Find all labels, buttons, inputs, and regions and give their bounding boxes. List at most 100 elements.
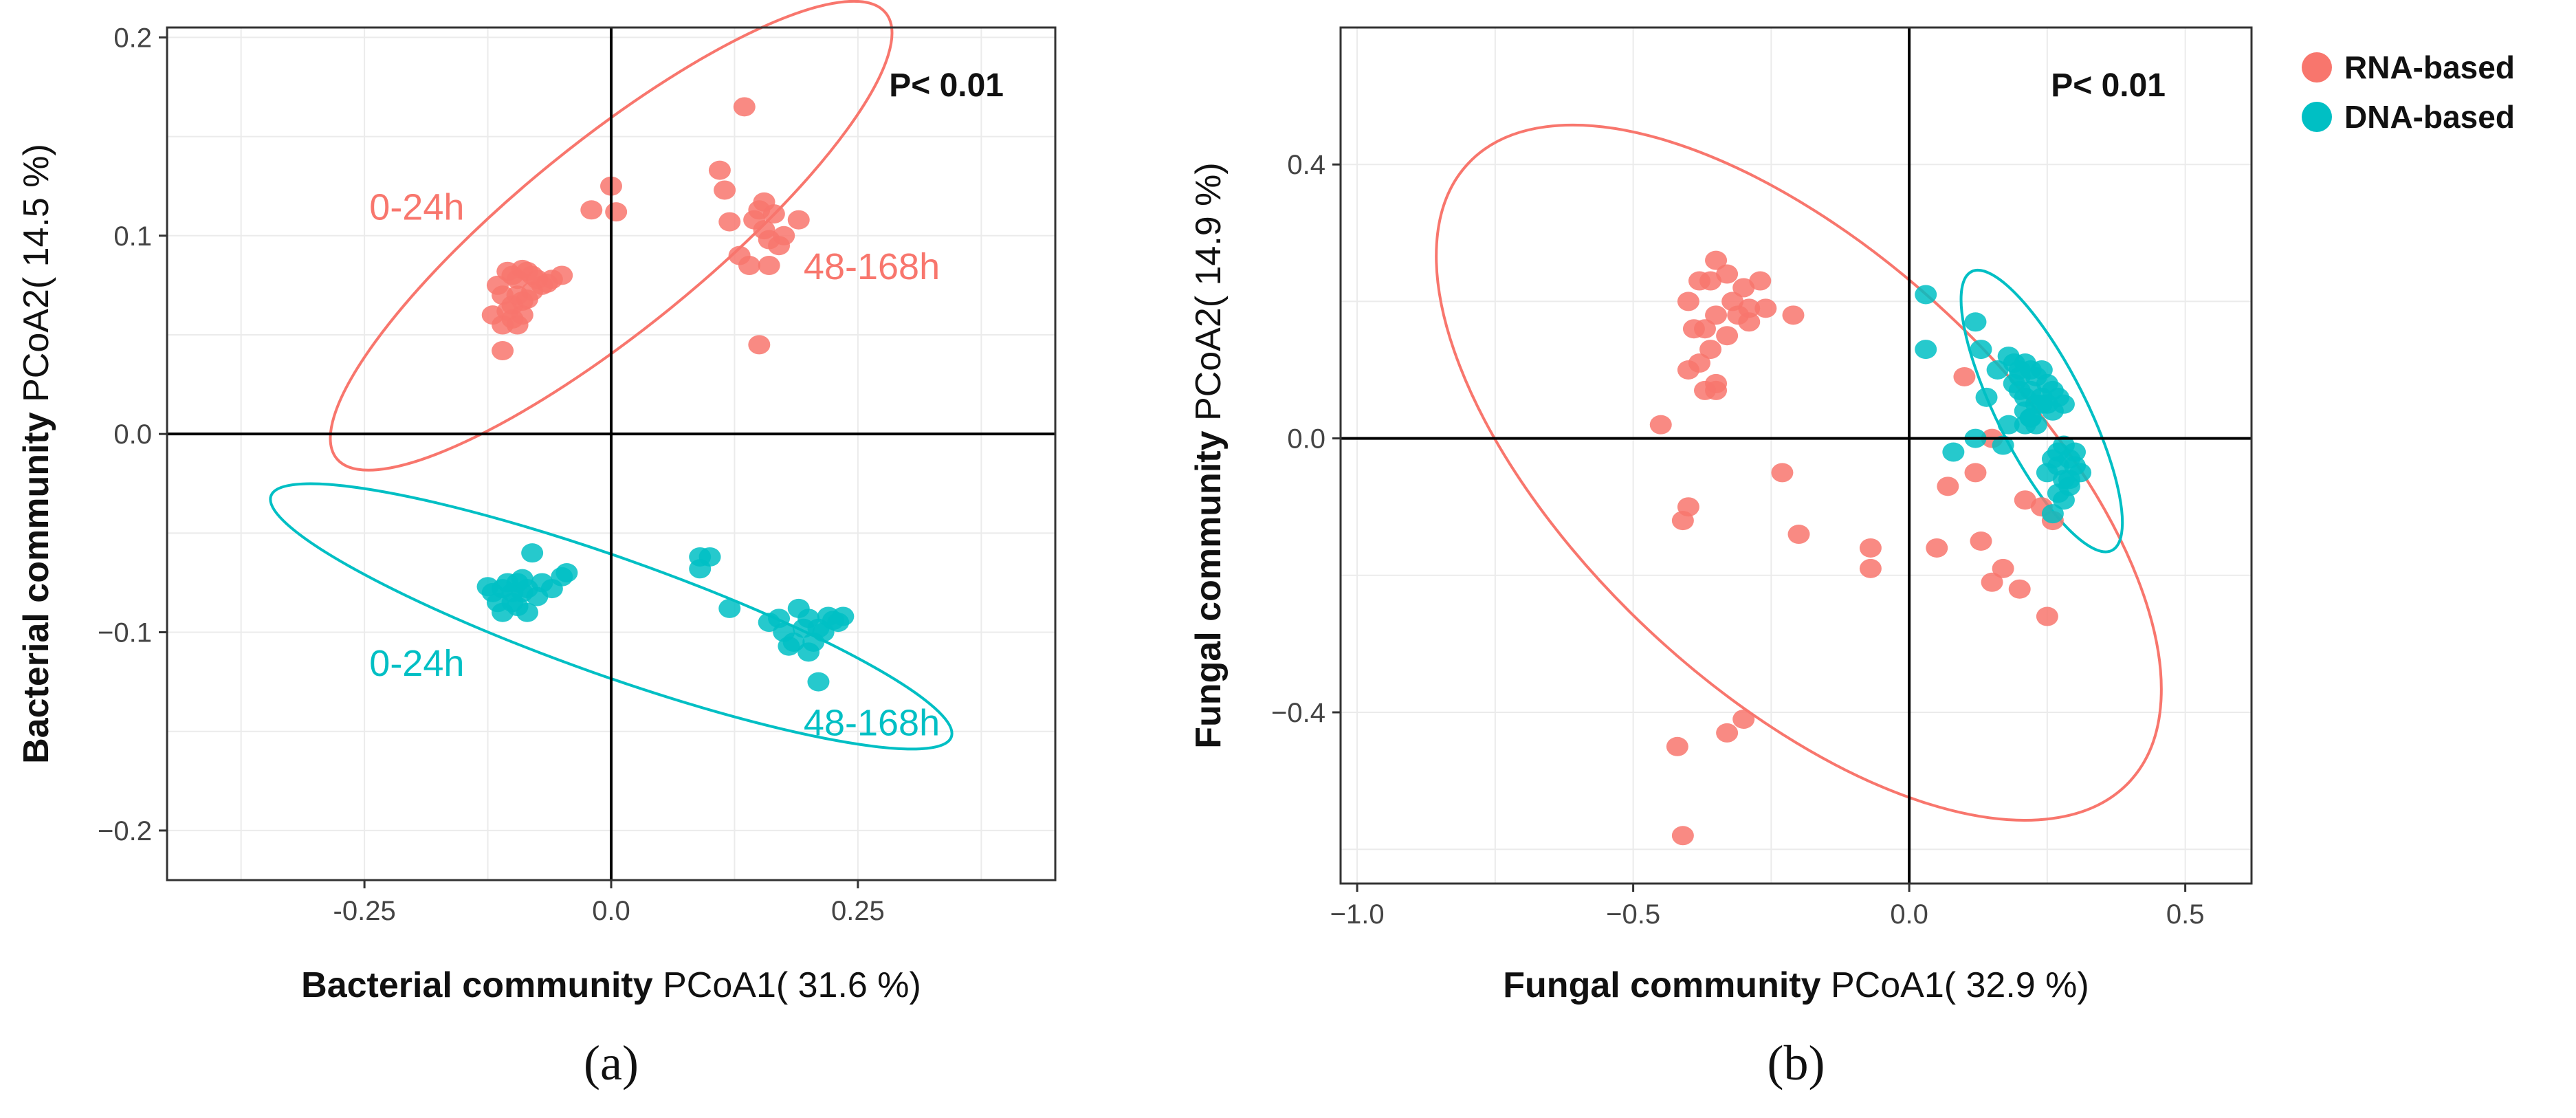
data-point-rna (1749, 271, 1772, 291)
panel-b-x-axis-title-rest: PCoA1( 32.9 %) (1821, 965, 2089, 1005)
data-point-rna (1859, 538, 1882, 558)
data-point-rna (708, 160, 731, 180)
data-point-rna (492, 341, 514, 361)
data-point-rna (714, 180, 736, 200)
data-point-rna (1754, 298, 1777, 318)
data-point-dna (516, 602, 538, 622)
data-point-rna (1859, 558, 1882, 578)
panel-b-label: (b) (1768, 1035, 1825, 1090)
data-point-dna (1915, 340, 1937, 360)
data-point-dna (689, 559, 712, 579)
data-point-rna (1705, 250, 1728, 270)
data-point-rna (1677, 292, 1699, 311)
y-tick-label: 0.4 (1287, 150, 1325, 180)
data-point-rna (1964, 463, 1987, 483)
data-point-rna (551, 265, 573, 285)
data-point-dna (2041, 504, 2064, 524)
data-point-rna (1688, 353, 1710, 373)
y-tick-label: 0.1 (113, 221, 152, 252)
panel-b-y-axis-title: Fungal community PCoA2( 14.9 %) (1189, 162, 1229, 748)
data-point-rna (1699, 340, 1722, 360)
y-tick-label: −0.2 (98, 816, 152, 846)
data-point-rna (1970, 531, 1992, 551)
x-tick-label: -0.25 (333, 896, 396, 926)
panel-b-fungal-pcoa: −1.0 −0.5 0.0 0.5 −0.4 0.0 0.4 P< 0.01 Fungal … (1189, 26, 2253, 1090)
panel-a-y-axis-title-rest: PCoA2( 14.5 %) (16, 144, 56, 412)
data-point-dna (521, 543, 544, 563)
data-point-dna (1915, 285, 1937, 305)
data-point-dna (1992, 435, 2014, 455)
x-tick-label: −0.5 (1606, 899, 1660, 930)
panel-b-frame (1339, 26, 2253, 885)
data-point-dna (832, 606, 855, 626)
panel-a-x-axis-title-rest: PCoA1( 31.6 %) (653, 965, 921, 1005)
panel-a-x-axis-title-bold: Bacterial community (301, 965, 653, 1005)
panel-b-x-axis-title-bold: Fungal community (1503, 965, 1820, 1005)
data-point-dna (1970, 340, 1992, 360)
panel-a-bacterial-pcoa: -0.25 0.0 0.25 −0.2 −0.1 0.0 0.1 0.2 0-24h 48-16… (16, 0, 1057, 1090)
data-point-dna (1942, 442, 1965, 462)
y-tick-label: 0.0 (113, 419, 152, 450)
data-point-rna (2014, 490, 2036, 510)
data-point-dna (1964, 312, 1987, 332)
x-tick-label: 0.0 (1890, 899, 1928, 930)
x-tick-label: −1.0 (1330, 899, 1385, 930)
x-tick-label: 0.0 (592, 896, 630, 926)
data-point-rna (1732, 709, 1755, 729)
confidence-ellipse-rna (1435, 123, 2163, 822)
data-point-dna (555, 563, 578, 583)
data-point-dna (718, 598, 741, 618)
data-point-rna (1694, 319, 1716, 339)
confidence-ellipse-dna (269, 482, 954, 751)
data-point-rna (1649, 415, 1672, 435)
panel-a-ellipses (269, 0, 954, 751)
data-point-rna (1738, 312, 1761, 332)
panel-a-zero-lines (167, 28, 1055, 880)
data-point-rna (496, 301, 519, 321)
data-point-rna (580, 200, 603, 220)
data-point-dna (797, 642, 820, 662)
data-point-rna (2036, 606, 2058, 626)
data-point-rna (738, 256, 760, 276)
data-point-rna (1992, 558, 2014, 578)
data-point-rna (762, 204, 785, 224)
data-point-dna (2019, 408, 2042, 428)
panel-a-y-axis-title-bold: Bacterial community (16, 412, 56, 764)
data-point-rna (1666, 736, 1688, 756)
data-point-rna (1953, 366, 1976, 386)
y-tick-label: 0.2 (113, 23, 152, 53)
data-point-dna (2052, 490, 2075, 510)
data-point-rna (1688, 271, 1710, 291)
data-point-dna (778, 636, 800, 656)
group-label-rna: 48-168h (804, 246, 940, 287)
panel-b-y-axis-title-bold: Fungal community (1189, 430, 1229, 748)
panel-a-points (476, 97, 855, 692)
panel-a-p-value: P< 0.01 (889, 67, 1004, 104)
data-point-rna (506, 315, 529, 335)
data-point-rna (787, 210, 810, 230)
panel-b-points (1649, 250, 2092, 846)
panel-a-x-axis-title: Bacterial community PCoA1( 31.6 %) (301, 965, 921, 1005)
data-point-rna (1671, 511, 1694, 531)
data-point-rna (1981, 572, 2003, 592)
legend: RNA-based DNA-based (2302, 50, 2515, 135)
group-label-dna: 48-168h (804, 702, 940, 743)
data-point-rna (1716, 326, 1739, 346)
panel-a-ticks: -0.25 0.0 0.25 −0.2 −0.1 0.0 0.1 0.2 (98, 23, 885, 926)
y-tick-label: −0.4 (1271, 698, 1325, 728)
data-point-rna (1732, 278, 1755, 298)
legend-dna-marker (2302, 102, 2332, 132)
data-point-rna (1787, 525, 1810, 545)
data-point-rna (605, 202, 628, 222)
data-point-rna (758, 256, 780, 276)
data-point-rna (1782, 305, 1805, 325)
legend-rna-marker (2302, 52, 2332, 83)
data-point-dna (807, 672, 830, 692)
data-point-dna (1986, 360, 2009, 380)
legend-rna-label: RNA-based (2344, 50, 2515, 85)
legend-dna-label: DNA-based (2344, 99, 2515, 135)
x-tick-label: 0.25 (831, 896, 885, 926)
data-point-rna (1705, 380, 1728, 400)
data-point-rna (1716, 264, 1739, 284)
